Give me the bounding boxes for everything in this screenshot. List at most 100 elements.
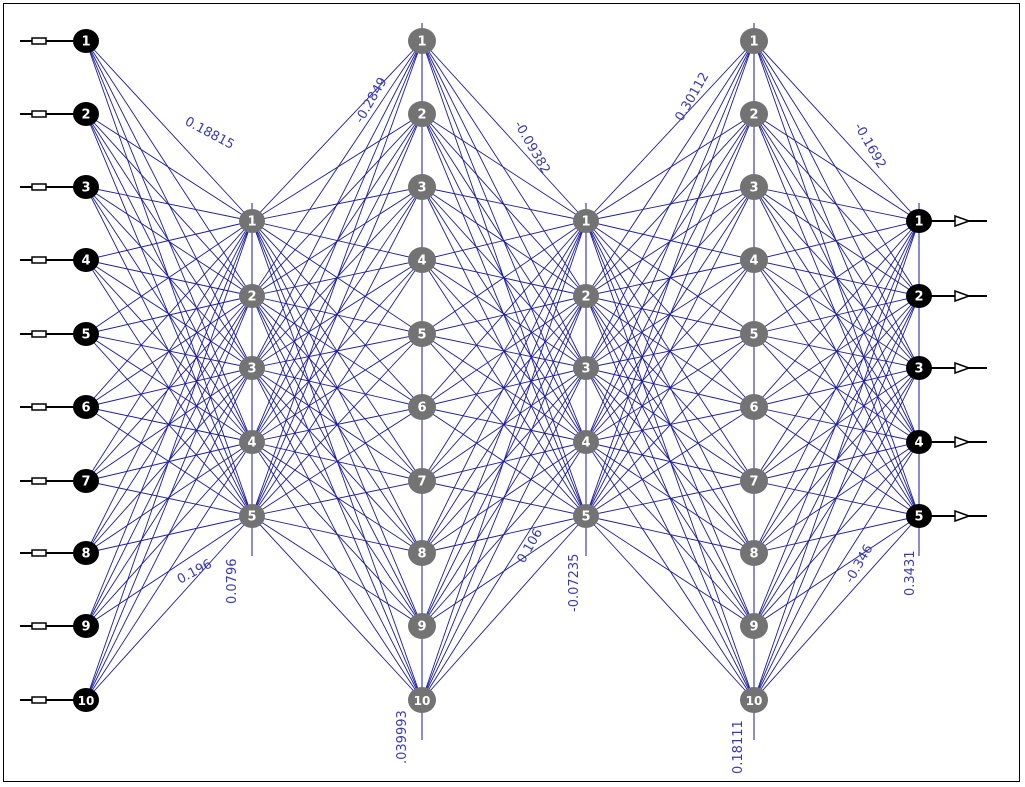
neuron-label: 8 — [81, 547, 90, 562]
neuron-label: 4 — [81, 254, 90, 269]
neuron-circle — [740, 28, 768, 54]
neuron-node: 9 — [740, 613, 768, 639]
connection-edge — [585, 515, 755, 627]
neuron-node: 1 — [573, 209, 599, 233]
neuron-circle — [906, 504, 932, 528]
neuron-label: 5 — [581, 510, 590, 525]
connection-edge — [85, 515, 253, 701]
neuron-node: 2 — [906, 284, 932, 308]
neuron-node: 3 — [573, 356, 599, 380]
neuron-circle — [73, 541, 99, 565]
neuron-node: 5 — [573, 504, 599, 528]
neuron-circle — [408, 101, 436, 127]
neuron-circle — [906, 356, 932, 380]
connection-edge — [753, 220, 920, 554]
neuron-node: 3 — [239, 356, 265, 380]
neuron-node: 8 — [73, 541, 99, 565]
connection-edge — [85, 40, 253, 297]
output-arrow-head — [954, 214, 972, 228]
connection-edge — [421, 220, 587, 482]
neuron-circle — [239, 356, 265, 380]
neuron-node: 2 — [573, 284, 599, 308]
neuron-circle — [73, 395, 99, 419]
neuron-label: 2 — [581, 290, 590, 305]
connection-edge — [753, 515, 920, 701]
neuron-label: 10 — [746, 694, 763, 708]
connection-edge — [753, 220, 920, 335]
weight-label: 0.3431 — [903, 551, 918, 597]
neuron-node: 5 — [740, 321, 768, 347]
connection-edge — [421, 220, 587, 261]
neuron-circle — [573, 356, 599, 380]
connection-edge — [251, 367, 423, 554]
connection-edge — [251, 40, 423, 443]
neuron-label: 3 — [749, 181, 758, 196]
connection-edge — [421, 441, 587, 701]
neuron-node: 8 — [408, 540, 436, 566]
input-arrow-head — [31, 330, 47, 338]
weight-label: 0.18815 — [182, 114, 237, 152]
neuron-label: 8 — [749, 547, 758, 562]
connection-edge — [251, 40, 423, 517]
neuron-circle — [740, 468, 768, 494]
connection-edge — [421, 220, 587, 408]
connection-edge — [85, 295, 253, 482]
neuron-circle — [740, 394, 768, 420]
neuron-label: 7 — [417, 475, 426, 490]
connection-edge — [753, 367, 920, 701]
connection-edge — [421, 367, 587, 701]
connection-edge — [585, 515, 755, 701]
connection-edge — [251, 515, 423, 701]
connection-edge — [251, 220, 423, 554]
connection-edge — [251, 220, 423, 627]
neuron-circle — [408, 468, 436, 494]
neuron-node: 3 — [73, 175, 99, 199]
connection-edge — [85, 295, 253, 701]
connection-edge — [421, 295, 587, 482]
neuron-label: 1 — [581, 215, 590, 230]
connection-edge — [251, 186, 423, 517]
neuron-label: 5 — [749, 328, 758, 343]
neuron-circle — [239, 209, 265, 233]
connection-edge — [421, 515, 587, 701]
weight-label: 0.18111 — [731, 720, 746, 774]
neuron-circle — [740, 321, 768, 347]
neuron-circle — [740, 101, 768, 127]
connection-edge — [251, 113, 423, 222]
neuron-label: 1 — [914, 215, 923, 230]
connection-edge — [85, 367, 253, 701]
neuron-circle — [573, 284, 599, 308]
connection-edge — [251, 515, 423, 627]
connection-edge — [251, 259, 423, 517]
connection-edge — [753, 113, 920, 297]
connection-edge — [753, 220, 920, 482]
connection-edge — [251, 441, 423, 554]
neuron-node: 6 — [408, 394, 436, 420]
weight-label: -0.09382 — [511, 119, 553, 177]
connection-edge — [753, 113, 920, 222]
neuron-label: 5 — [247, 510, 256, 525]
connection-edge — [753, 220, 920, 261]
connection-edge — [585, 441, 755, 554]
neuron-label: 9 — [417, 620, 426, 635]
connection-edge — [585, 113, 755, 222]
output-arrow-head — [954, 361, 972, 375]
neuron-label: 4 — [914, 436, 923, 451]
neuron-label: 6 — [81, 401, 90, 416]
connection-edge — [251, 406, 423, 517]
connection-edge — [585, 220, 755, 554]
weight-label: 0.30112 — [672, 70, 712, 124]
connection-edge — [251, 333, 423, 517]
neuron-node: 2 — [740, 101, 768, 127]
connection-edge — [585, 515, 755, 554]
connection-edge — [585, 40, 755, 222]
connection-edge — [753, 220, 920, 408]
connection-edge — [585, 113, 755, 517]
connection-edge — [85, 441, 253, 701]
neuron-circle — [73, 175, 99, 199]
neuron-node: 1 — [239, 209, 265, 233]
neuron-node: 7 — [73, 469, 99, 493]
neuron-node: 2 — [408, 101, 436, 127]
connection-edge — [421, 295, 587, 701]
neuron-label: 4 — [417, 254, 426, 269]
